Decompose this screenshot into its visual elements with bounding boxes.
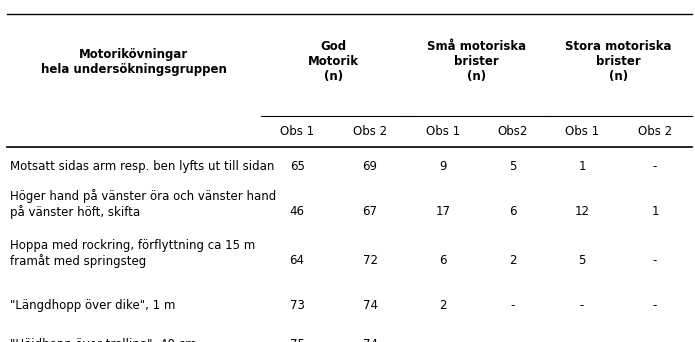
Text: Obs 1: Obs 1 — [426, 125, 460, 138]
Text: -: - — [441, 338, 445, 342]
Text: Höger hand på vänster öra och vänster hand
på vänster höft, skifta: Höger hand på vänster öra och vänster ha… — [10, 189, 277, 219]
Text: 1: 1 — [578, 160, 586, 173]
Text: 17: 17 — [436, 205, 450, 218]
Text: Motorikövningar
hela undersökningsgruppen: Motorikövningar hela undersökningsgruppe… — [41, 48, 227, 76]
Text: -: - — [580, 338, 584, 342]
Text: 2: 2 — [439, 299, 447, 312]
Text: -: - — [653, 299, 657, 312]
Text: -: - — [510, 299, 515, 312]
Text: 6: 6 — [509, 205, 516, 218]
Text: 9: 9 — [439, 160, 447, 173]
Text: 75: 75 — [290, 338, 304, 342]
Text: "Längdhopp över dike", 1 m: "Längdhopp över dike", 1 m — [10, 299, 176, 312]
Text: Obs 1: Obs 1 — [565, 125, 599, 138]
Text: 67: 67 — [363, 205, 377, 218]
Text: 1: 1 — [651, 205, 659, 218]
Text: -: - — [580, 299, 584, 312]
Text: God
Motorik
(n): God Motorik (n) — [308, 40, 359, 83]
Text: 74: 74 — [363, 338, 377, 342]
Text: 74: 74 — [363, 299, 377, 312]
Text: -: - — [510, 338, 515, 342]
Text: -: - — [653, 338, 657, 342]
Text: 64: 64 — [290, 254, 304, 267]
Text: -: - — [653, 160, 657, 173]
Text: Små motoriska
brister
(n): Små motoriska brister (n) — [427, 40, 525, 83]
Text: 2: 2 — [509, 254, 516, 267]
Text: 65: 65 — [290, 160, 304, 173]
Text: Stora motoriska
brister
(n): Stora motoriska brister (n) — [565, 40, 672, 83]
Text: 73: 73 — [290, 299, 304, 312]
Text: 5: 5 — [509, 160, 516, 173]
Text: Obs 2: Obs 2 — [353, 125, 387, 138]
Text: -: - — [653, 254, 657, 267]
Text: 69: 69 — [363, 160, 377, 173]
Text: 12: 12 — [575, 205, 589, 218]
Text: "Höjdhopp över trollina", 40 cm: "Höjdhopp över trollina", 40 cm — [10, 338, 197, 342]
Text: Obs 2: Obs 2 — [638, 125, 672, 138]
Text: Motsatt sidas arm resp. ben lyfts ut till sidan: Motsatt sidas arm resp. ben lyfts ut til… — [10, 160, 275, 173]
Text: 72: 72 — [363, 254, 377, 267]
Text: 5: 5 — [578, 254, 586, 267]
Text: Obs 1: Obs 1 — [280, 125, 314, 138]
Text: 46: 46 — [290, 205, 304, 218]
Text: Hoppa med rockring, förflyttning ca 15 m
framåt med springsteg: Hoppa med rockring, förflyttning ca 15 m… — [10, 239, 256, 268]
Text: 6: 6 — [439, 254, 447, 267]
Text: Obs2: Obs2 — [498, 125, 528, 138]
